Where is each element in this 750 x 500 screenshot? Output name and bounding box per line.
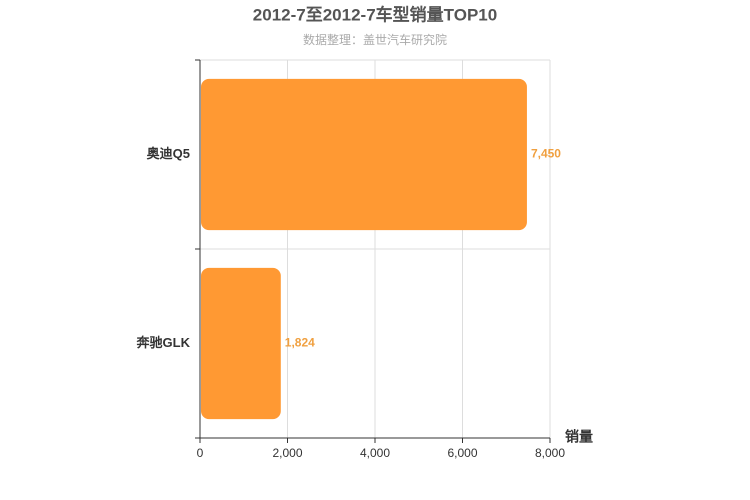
- y-tick-label: 奥迪Q5: [147, 146, 190, 161]
- x-tick-label: 8,000: [535, 446, 565, 460]
- x-tick-label: 2,000: [272, 446, 302, 460]
- x-axis-label: 销量: [565, 429, 593, 445]
- bar: [201, 267, 281, 420]
- bar: [201, 78, 527, 231]
- value-label: 1,824: [285, 336, 315, 350]
- value-label: 7,450: [531, 147, 561, 161]
- x-tick-label: 6,000: [447, 446, 477, 460]
- y-tick-label: 奔驰GLK: [136, 335, 191, 350]
- chart-subtitle: 数据整理：盖世汽车研究院: [303, 32, 447, 47]
- x-tick-label: 4,000: [360, 446, 390, 460]
- x-tick-label: 0: [197, 446, 204, 460]
- chart-title: 2012-7至2012-7车型销量TOP10: [253, 4, 497, 24]
